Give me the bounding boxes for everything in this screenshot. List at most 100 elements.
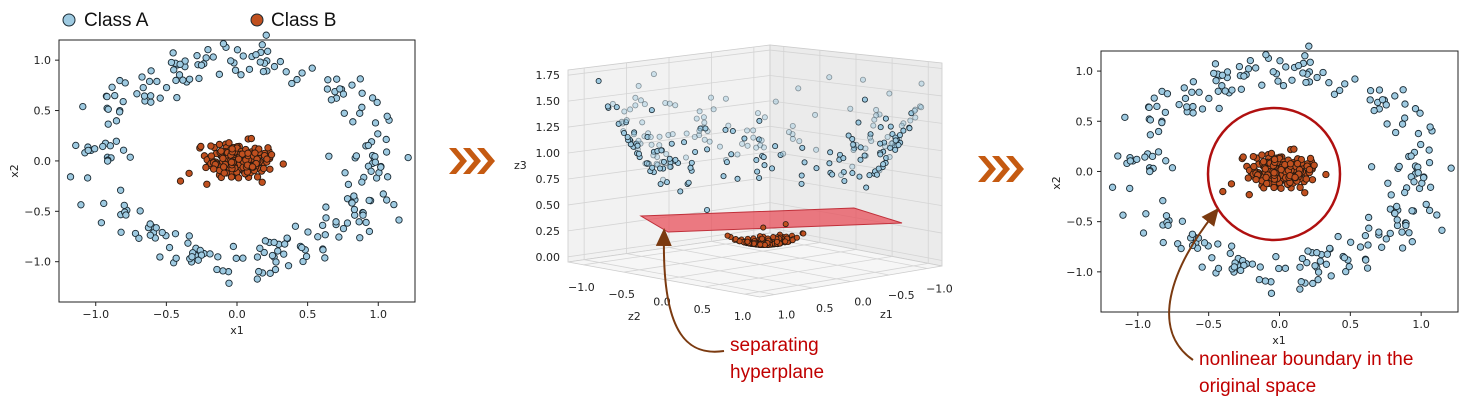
point-class-a (1221, 87, 1229, 95)
point-class-a (215, 70, 224, 78)
point-class-a (621, 108, 628, 115)
point-class-a (1433, 211, 1441, 219)
point-class-a (1393, 202, 1401, 211)
point-class-a (197, 61, 206, 69)
point-class-a (171, 230, 180, 238)
point-class-b (244, 149, 252, 157)
point-class-a (179, 76, 187, 84)
point-class-a (866, 172, 873, 179)
point-class-a (355, 218, 363, 226)
point-class-a (1114, 152, 1122, 160)
point-class-a (609, 100, 616, 107)
point-class-a (185, 75, 194, 83)
point-class-a (356, 234, 364, 242)
point-class-a (202, 54, 210, 62)
point-class-a (877, 151, 884, 158)
point-class-b (770, 234, 777, 241)
point-class-b (1291, 173, 1299, 181)
point-class-a (1208, 254, 1216, 262)
point-class-a (1375, 228, 1383, 236)
point-class-a (214, 253, 222, 261)
point-class-a (876, 111, 883, 118)
point-class-a (1316, 257, 1325, 265)
point-class-a (1228, 86, 1236, 94)
point-class-a (1168, 164, 1177, 172)
point-class-a (253, 253, 262, 261)
point-class-a (121, 79, 129, 87)
point-class-a (1334, 232, 1342, 241)
point-class-a (772, 98, 779, 105)
point-class-a (169, 49, 177, 57)
point-class-a (1214, 87, 1222, 95)
point-class-a (1154, 148, 1163, 156)
point-class-a (701, 136, 708, 143)
point-class-a (84, 146, 92, 154)
point-class-a (739, 140, 746, 147)
point-class-a (288, 79, 296, 88)
point-class-a (1410, 178, 1418, 186)
point-class-a (710, 106, 717, 113)
point-class-a (1361, 232, 1370, 240)
point-class-b (253, 173, 262, 181)
point-class-a (758, 137, 765, 144)
point-class-a (181, 57, 189, 65)
point-class-a (319, 246, 327, 254)
point-class-a (656, 142, 663, 149)
grid-line (567, 176, 943, 207)
point-class-a (1154, 127, 1163, 136)
point-class-a (231, 66, 240, 74)
point-class-a (623, 117, 630, 124)
point-class-b (215, 140, 224, 149)
y-axis-label: x2 (1050, 176, 1063, 190)
point-class-a (111, 91, 119, 100)
point-class-a (1150, 94, 1158, 102)
point-class-a (1326, 244, 1334, 252)
point-class-b (1267, 149, 1276, 158)
grid-line (744, 262, 929, 295)
point-class-a (650, 152, 657, 159)
point-class-a (1205, 94, 1213, 103)
x-axis-label: x1 (1272, 334, 1286, 347)
point-class-a (896, 132, 903, 139)
point-class-a (344, 180, 353, 189)
point-class-b (235, 155, 243, 163)
point-class-a (339, 90, 348, 98)
point-class-a (122, 211, 130, 219)
point-class-a (917, 103, 924, 110)
point-class-a (373, 98, 381, 107)
point-class-a (232, 254, 240, 262)
point-class-a (172, 76, 180, 85)
point-class-a (663, 179, 670, 186)
point-class-a (1228, 242, 1236, 250)
point-class-b (1239, 153, 1247, 161)
z2-tick-label: −0.5 (608, 288, 635, 301)
point-class-a (298, 69, 306, 77)
point-class-b (800, 230, 807, 237)
point-class-a (799, 144, 806, 151)
point-class-a (1330, 90, 1339, 98)
point-class-a (1384, 179, 1392, 187)
point-class-a (812, 111, 819, 118)
point-class-a (1319, 68, 1327, 77)
point-class-b (185, 169, 193, 178)
point-class-a (112, 137, 121, 145)
point-class-a (772, 143, 779, 150)
point-class-b (757, 241, 764, 248)
point-class-a (1215, 104, 1223, 113)
point-class-a (245, 65, 254, 73)
point-class-a (880, 161, 887, 168)
point-class-a (146, 220, 154, 228)
point-class-a (321, 254, 329, 262)
point-class-a (172, 254, 180, 262)
point-class-a (728, 151, 735, 158)
point-class-a (648, 107, 655, 114)
point-class-a (270, 238, 278, 247)
point-class-b (1293, 159, 1302, 168)
point-class-a (789, 131, 796, 138)
point-class-a (229, 242, 238, 251)
point-class-a (271, 265, 280, 274)
point-class-a (813, 165, 820, 172)
z2-tick-label: −1.0 (568, 281, 595, 294)
point-class-b (1270, 155, 1279, 164)
point-class-a (613, 104, 620, 111)
